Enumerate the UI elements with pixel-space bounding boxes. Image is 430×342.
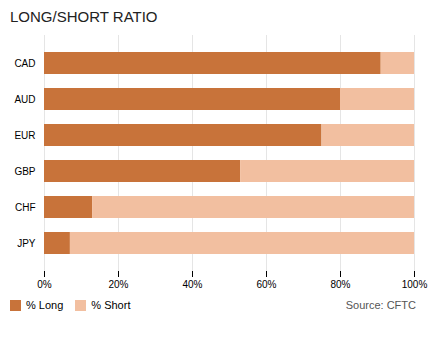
html-text:% Short: % Short bbox=[91, 299, 131, 311]
svg-text:20%: 20% bbox=[108, 279, 128, 290]
html-text:% Long: % Long bbox=[26, 299, 64, 311]
svg-text:CHF: CHF bbox=[15, 202, 36, 213]
html-text:LONG/SHORT RATIO: LONG/SHORT RATIO bbox=[10, 8, 158, 25]
svg-text:AUD: AUD bbox=[14, 94, 35, 105]
svg-text:60%: 60% bbox=[256, 279, 276, 290]
svg-text:100%: 100% bbox=[402, 279, 428, 290]
svg-text:0%: 0% bbox=[37, 279, 52, 290]
html-text:Source: CFTC: Source: CFTC bbox=[345, 299, 416, 311]
svg-text:80%: 80% bbox=[330, 279, 350, 290]
svg-text:JPY: JPY bbox=[17, 238, 36, 249]
svg-text:GBP: GBP bbox=[14, 166, 35, 177]
svg-text:40%: 40% bbox=[182, 279, 202, 290]
svg-text:EUR: EUR bbox=[14, 130, 35, 141]
svg-text:CAD: CAD bbox=[14, 58, 35, 69]
